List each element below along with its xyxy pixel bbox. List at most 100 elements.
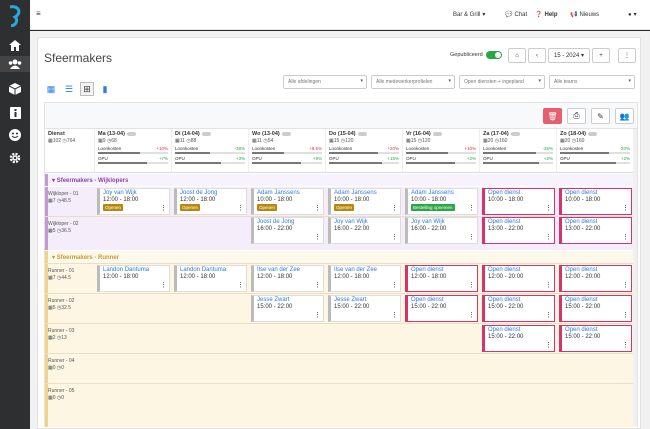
filter-departments[interactable]: Alle afdelingen	[283, 75, 367, 89]
open-shift-card[interactable]: Open dienst 10:00 - 18:00 ⋮	[559, 188, 632, 215]
home-icon[interactable]	[6, 37, 24, 53]
section-runner[interactable]: ▾ Sfeermakers - Runner	[45, 251, 637, 263]
open-shift-card[interactable]: Open dienst 15:00 - 22:00 ⋮	[482, 325, 555, 352]
open-shift-card[interactable]: Open dienst 13:00 - 22:00 ⋮	[559, 217, 632, 244]
filter-profiles[interactable]: Alle medewerkerprofielen	[371, 75, 455, 89]
row-label: Runner - 02 ▦5 ◷32.5	[48, 298, 75, 311]
open-shift-card[interactable]: Open dienst 12:00 - 20:00 ⋮	[559, 265, 632, 292]
open-shift-card[interactable]: Open dienst 15:00 - 22:00 ⋮	[559, 325, 632, 352]
card-menu-icon[interactable]: ⋮	[237, 205, 244, 212]
card-menu-icon[interactable]: ⋮	[314, 282, 321, 289]
news-link[interactable]: 📢 Nieuws	[570, 11, 600, 19]
loonkosten-bar	[483, 152, 553, 154]
card-menu-icon[interactable]: ⋮	[160, 282, 167, 289]
card-menu-icon[interactable]: ⋮	[622, 282, 629, 289]
prev-week-button[interactable]: ‹	[528, 48, 546, 63]
shift-card[interactable]: Jesse Zwart 15:00 - 22:00 ⋮	[251, 295, 324, 322]
print-button[interactable]: ⎙	[567, 108, 586, 124]
venue-dropdown[interactable]: Bar & Grill ▾	[453, 11, 486, 19]
home-button[interactable]: ⌂	[508, 48, 526, 63]
trash-icon: 🗑	[547, 111, 558, 121]
card-menu-icon[interactable]: ⋮	[391, 234, 398, 241]
card-menu-icon[interactable]: ⋮	[622, 312, 629, 319]
shift-card[interactable]: Joost de Jong 16:00 - 22:00 ⋮	[251, 217, 324, 244]
chevron-left-icon: ‹	[536, 52, 538, 59]
shift-card[interactable]: Ilse van der Zee 12:00 - 18:00 ⋮	[251, 265, 324, 292]
shift-card[interactable]: Joy van Wijk 16:00 - 22:00 ⋮	[405, 217, 478, 244]
card-menu-icon[interactable]: ⋮	[391, 282, 398, 289]
day-toggle[interactable]	[432, 132, 442, 136]
day-toggle[interactable]	[281, 132, 291, 136]
card-menu-icon[interactable]: ⋮	[545, 234, 552, 241]
card-menu-icon[interactable]: ⋮	[622, 234, 629, 241]
card-menu-icon[interactable]: ⋮	[314, 312, 321, 319]
smile-icon[interactable]	[6, 127, 24, 143]
card-menu-icon[interactable]: ⋮	[391, 312, 398, 319]
shift-card[interactable]: Adam Janssens 10:00 - 18:00 Bestelling opn…	[405, 188, 478, 215]
box-icon[interactable]	[6, 81, 24, 97]
users-icon[interactable]	[0, 56, 30, 72]
card-menu-icon[interactable]: ⋮	[468, 205, 475, 212]
shift-card[interactable]: Joost de Jong 12:00 - 18:00 Openen ⋮	[174, 188, 247, 215]
info-icon[interactable]	[6, 105, 24, 121]
open-shift-card[interactable]: Open dienst 13:00 - 22:00 ⋮	[482, 217, 555, 244]
card-menu-icon[interactable]: ⋮	[160, 205, 167, 212]
card-menu-icon[interactable]: ⋮	[545, 282, 552, 289]
open-shift-card[interactable]: Open dienst 12:00 - 20:00 ⋮	[482, 265, 555, 292]
table-view-icon[interactable]: ⊞	[80, 82, 94, 96]
day-toggle[interactable]	[201, 132, 211, 136]
shift-card[interactable]: Joy van Wijk 12:00 - 18:00 Openen ⋮	[97, 188, 170, 215]
shift-card[interactable]: Jesse Zwart 15:00 - 22:00 ⋮	[328, 295, 401, 322]
card-menu-icon[interactable]: ⋮	[622, 205, 629, 212]
calendar-icon: ▦	[406, 138, 411, 144]
chat-link[interactable]: 💬 Chat	[505, 11, 528, 19]
card-menu-icon[interactable]: ⋮	[545, 312, 552, 319]
open-shift-card[interactable]: Open dienst 15:00 - 22:00 ⋮	[559, 295, 632, 322]
week-select[interactable]: 15 - 2024 ▾	[548, 48, 590, 63]
calendar-view-icon[interactable]: ▦	[46, 83, 56, 94]
edit-button[interactable]: ✎	[591, 108, 610, 124]
employees-button[interactable]: 👥	[615, 108, 634, 124]
card-menu-icon[interactable]: ⋮	[545, 205, 552, 212]
users-icon: 👥	[619, 111, 630, 121]
filter-shifts[interactable]: Open diensten + ingepland	[459, 75, 545, 89]
open-shift-card[interactable]: Open dienst 12:00 - 18:00 ⋮	[405, 265, 478, 292]
shift-card[interactable]: Adam Janssens 10:00 - 18:00 Openen ⋮	[251, 188, 324, 215]
open-shift-card[interactable]: Open dienst 15:00 - 22:00 ⋮	[482, 295, 555, 322]
card-menu-icon[interactable]: ⋮	[468, 312, 475, 319]
toggle-switch[interactable]	[485, 51, 502, 59]
card-menu-icon[interactable]: ⋮	[545, 342, 552, 349]
card-menu-icon[interactable]: ⋮	[468, 234, 475, 241]
card-menu-icon[interactable]: ⋮	[314, 205, 321, 212]
day-toggle[interactable]	[126, 132, 136, 136]
day-toggle[interactable]	[510, 132, 520, 136]
menu-icon[interactable]: ≡	[36, 9, 41, 18]
open-shift-card[interactable]: Open dienst 10:00 - 18:00 ⋮	[482, 188, 555, 215]
scrollbar[interactable]	[633, 129, 637, 426]
day-header: Za (17-04) ▦20 ◷160 Loonkosten -35% OPU +2%	[480, 129, 557, 173]
card-menu-icon[interactable]: ⋮	[622, 342, 629, 349]
shift-card[interactable]: Adam Janssens 10:00 - 18:00 Openen ⋮	[328, 188, 401, 215]
delete-button[interactable]: 🗑	[543, 108, 562, 124]
card-menu-icon[interactable]: ⋮	[468, 282, 475, 289]
open-shift-card[interactable]: Open dienst 15:00 - 22:00 ⋮	[405, 295, 478, 322]
list-view-icon[interactable]: ☰	[64, 83, 74, 94]
next-week-button[interactable]: +	[592, 48, 610, 63]
shift-card[interactable]: Ilse van der Zee 12:00 - 18:00 ⋮	[328, 265, 401, 292]
filter-teams[interactable]: Alle teams	[549, 75, 635, 89]
more-button[interactable]: ⋮	[618, 48, 636, 63]
section-wijklopers[interactable]: ▾ Sfeermakers - Wijklopers	[45, 174, 637, 186]
shift-card[interactable]: Landon Dantuma 12:00 - 18:00 ⋮	[97, 265, 170, 292]
card-menu-icon[interactable]: ⋮	[314, 234, 321, 241]
help-link[interactable]: ❓ Help	[535, 11, 558, 19]
gear-icon[interactable]	[6, 150, 24, 166]
day-toggle[interactable]	[587, 132, 597, 136]
card-menu-icon[interactable]: ⋮	[237, 282, 244, 289]
published-toggle[interactable]: Gepubliceerd	[450, 51, 502, 59]
shift-card[interactable]: Joy van Wijk 16:00 - 22:00 ⋮	[328, 217, 401, 244]
shift-card[interactable]: Landon Dantuma 12:00 - 18:00 ⋮	[174, 265, 247, 292]
user-menu[interactable]: ● ▾	[628, 11, 637, 19]
card-menu-icon[interactable]: ⋮	[391, 205, 398, 212]
day-toggle[interactable]	[357, 132, 367, 136]
book-view-icon[interactable]: ▮	[102, 83, 108, 94]
